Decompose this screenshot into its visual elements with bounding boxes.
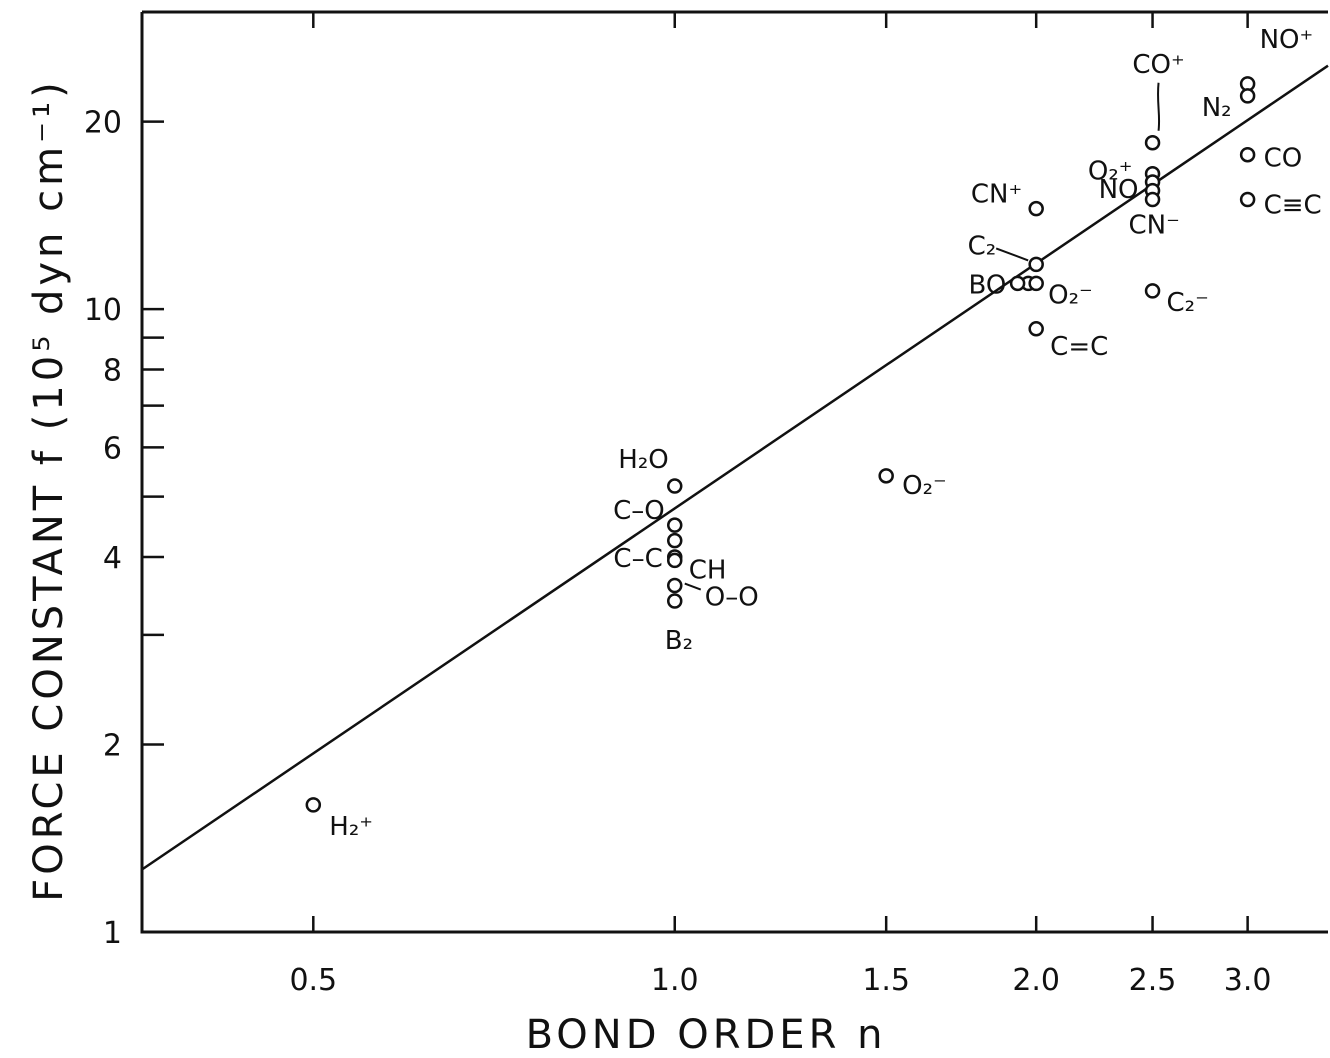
data-point-label: B₂ — [665, 626, 693, 656]
data-point-label: CN⁻ — [1129, 210, 1180, 240]
data-point — [1239, 146, 1256, 163]
data-point-label: C–C — [613, 544, 662, 574]
data-point — [1028, 275, 1044, 292]
data-point-label: O–O — [705, 583, 759, 613]
y-axis-title: FORCE CONSTANT f (10⁵ dyn cm⁻¹) — [26, 78, 72, 902]
data-point — [305, 797, 322, 813]
data-point — [666, 478, 683, 494]
y-tick-label: 20 — [84, 106, 122, 141]
data-point — [666, 517, 683, 533]
x-tick-label: 1.0 — [651, 963, 699, 998]
data-point-label: O₂⁻ — [1048, 280, 1093, 310]
data-point-label: CO⁺ — [1132, 50, 1184, 80]
data-point — [1239, 191, 1256, 208]
data-point — [1239, 88, 1256, 104]
data-point-label: CH — [689, 555, 727, 585]
y-tick-label: 6 — [103, 431, 122, 466]
y-tick-label: 4 — [103, 541, 122, 576]
data-point-label: BO — [968, 270, 1006, 300]
data-point-label: CO — [1264, 144, 1303, 174]
data-point-label: N₂ — [1202, 93, 1232, 123]
data-point — [666, 552, 683, 569]
fit-line-layer — [141, 64, 1329, 871]
y-tick-label: 10 — [84, 293, 122, 328]
data-point-label: C=C — [1050, 332, 1108, 362]
y-tick-label: 1 — [103, 916, 122, 951]
data-point — [666, 593, 683, 609]
x-tick-label: 2.0 — [1012, 963, 1060, 998]
data-point-label: NO⁺ — [1260, 25, 1314, 55]
data-point-label: C–O — [613, 496, 665, 526]
x-tick-label: 3.0 — [1224, 963, 1272, 998]
axis-ticks: 0.5 1.0 1.5 2.0 2.5 3.0 1 2 4 6 8 10 20 — [84, 12, 1272, 998]
annotation-arrows — [684, 82, 1161, 591]
data-point-label: C₂ — [968, 231, 997, 261]
arrow-o-o — [684, 582, 702, 591]
data-point — [1028, 200, 1044, 217]
data-points — [305, 76, 1256, 813]
data-point — [666, 532, 683, 549]
data-point — [1144, 135, 1161, 151]
x-tick-label: 2.5 — [1129, 963, 1177, 998]
data-point — [1144, 191, 1161, 208]
y-tick-label: 2 — [103, 729, 122, 764]
data-point-label: NO — [1099, 175, 1139, 205]
data-point-label: H₂⁺ — [329, 812, 373, 842]
data-point — [878, 468, 894, 484]
point-labels: H₂⁺ H₂O C–O C–C CHO–O B₂ O₂⁻ CN⁺ C₂ BO O₂⁻ C=C CO⁺ O₂… — [329, 25, 1321, 842]
data-point — [666, 577, 683, 594]
data-point-label: C₂⁻ — [1167, 288, 1209, 318]
data-point — [1028, 256, 1044, 273]
data-point-label: O₂⁻ — [902, 471, 947, 501]
x-axis-title: BOND ORDER n — [526, 1012, 887, 1058]
y-tick-label: 8 — [103, 354, 122, 389]
data-point-label: CN⁺ — [971, 180, 1022, 210]
data-point — [1028, 321, 1044, 337]
data-point-label: H₂O — [618, 445, 668, 475]
fit-line — [141, 64, 1329, 871]
data-point-label: O₂⁺ — [1088, 157, 1133, 187]
data-point — [1009, 275, 1026, 292]
data-point-label: C≡C — [1264, 190, 1322, 220]
arrow-co-plus — [1156, 82, 1161, 131]
arrow-c2 — [995, 247, 1029, 262]
x-tick-label: 0.5 — [289, 963, 337, 998]
x-tick-label: 1.5 — [862, 963, 910, 998]
data-point — [1144, 283, 1161, 299]
